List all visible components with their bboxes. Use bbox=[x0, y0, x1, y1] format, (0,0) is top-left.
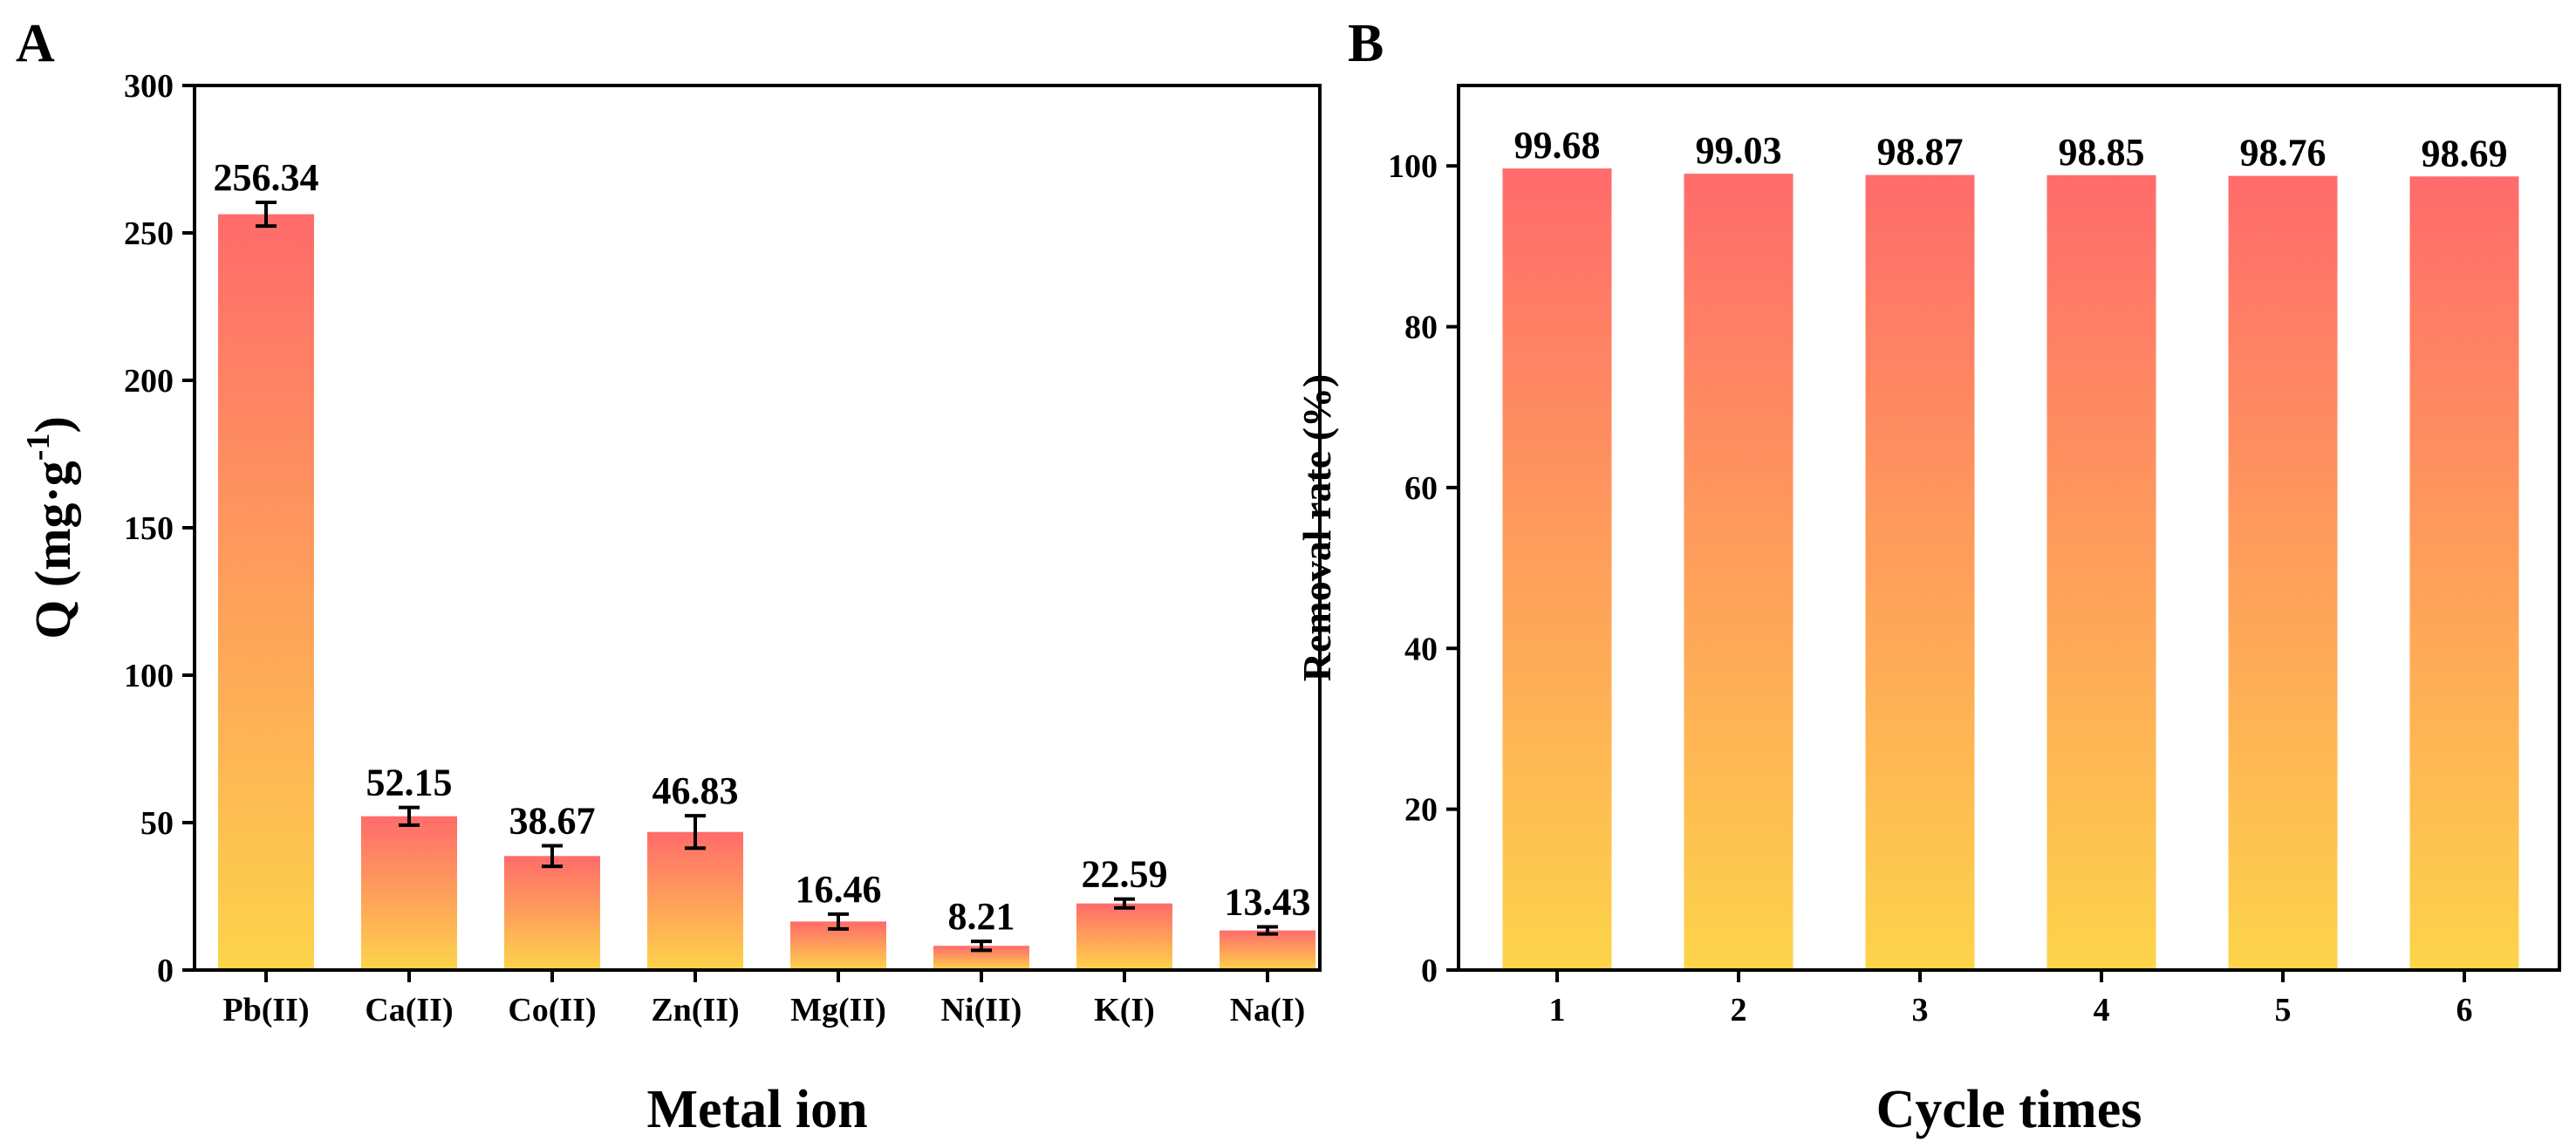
panel-a-bar bbox=[504, 856, 600, 970]
panel-a-data-label: 22.59 bbox=[1082, 853, 1168, 896]
panel-a-error-bar bbox=[256, 201, 277, 229]
panel-a-y-tick-label: 250 bbox=[124, 215, 174, 252]
panel-a-bar bbox=[1220, 930, 1315, 970]
panel-a-value-labels: 256.34 52.15 38.67 46.83 16.46 8.21 22.59 13.43 bbox=[214, 156, 1311, 938]
panel-a-error-bar bbox=[1257, 925, 1278, 936]
panel-a-y-tick-label: 150 bbox=[124, 510, 174, 547]
panel-b-chart: B 99.68 99.03 98.87 98.85 98.76 98.69 0204060… bbox=[1295, 14, 2561, 1139]
panel-b-bar bbox=[2046, 174, 2156, 971]
panel-a-error-bars bbox=[256, 201, 1278, 953]
panel-a-y-tick-label: 200 bbox=[124, 363, 174, 400]
panel-b-y-tick-label: 0 bbox=[1421, 953, 1438, 989]
panel-a-data-label: 52.15 bbox=[366, 762, 453, 804]
panel-b-value-labels: 99.68 99.03 98.87 98.85 98.76 98.69 bbox=[1514, 124, 2508, 174]
panel-b-y-tick-label: 100 bbox=[1388, 148, 1438, 185]
panel-a-y-tick-label: 100 bbox=[124, 658, 174, 694]
panel-a-y-axis-label-main: Q (mg·g bbox=[24, 461, 81, 639]
panel-a-x-axis-ticks: Pb(II) Ca(II) Co(II) Zn(II) Mg(II) Ni(II) K(I)… bbox=[222, 970, 1305, 1028]
panel-a-x-tick-label: Pb(II) bbox=[222, 992, 309, 1028]
panel-b-x-axis-label: Cycle times bbox=[1876, 1080, 2142, 1139]
panel-b-bar bbox=[2228, 175, 2338, 970]
panel-a-error-bar bbox=[971, 940, 992, 953]
panel-b-x-axis-ticks: 1 2 3 4 5 6 bbox=[1549, 970, 2473, 1028]
panel-a-bar bbox=[647, 831, 743, 970]
panel-b-y-tick-label: 60 bbox=[1404, 470, 1438, 507]
panel-a-x-axis-label: Metal ion bbox=[646, 1080, 867, 1139]
panel-b-plot-frame bbox=[1457, 84, 2561, 972]
panel-a-y-tick-label: 300 bbox=[124, 68, 174, 105]
panel-b-data-label: 98.76 bbox=[2240, 132, 2327, 174]
panel-a-y-tick-label: 50 bbox=[140, 805, 174, 842]
panel-b-x-tick-label: 4 bbox=[2094, 992, 2110, 1028]
panel-b-x-tick-label: 6 bbox=[2456, 992, 2473, 1028]
panel-a-error-bar bbox=[828, 912, 849, 931]
panel-a-error-bar bbox=[542, 844, 563, 869]
panel-a-data-label: 46.83 bbox=[653, 769, 739, 812]
panel-a-x-tick-label: Zn(II) bbox=[651, 992, 739, 1028]
panel-b-bar bbox=[2409, 176, 2519, 970]
panel-a-bar bbox=[218, 214, 314, 970]
panel-a-x-tick-label: K(I) bbox=[1094, 992, 1155, 1028]
panel-a-x-tick-label: Mg(II) bbox=[790, 992, 886, 1028]
panel-b-bar bbox=[1684, 174, 1794, 970]
panel-b-x-tick-label: 1 bbox=[1549, 992, 1566, 1028]
panel-a-data-label: 256.34 bbox=[214, 156, 319, 199]
panel-b-y-tick-label: 80 bbox=[1404, 310, 1438, 346]
panel-a-bar bbox=[361, 816, 457, 970]
panel-a-data-label: 38.67 bbox=[509, 799, 596, 842]
panel-a-y-axis-ticks: 0 50 100 150 200 250 300 bbox=[124, 68, 195, 989]
panel-a-data-label: 8.21 bbox=[948, 895, 1015, 938]
panel-b-data-label: 98.87 bbox=[1877, 131, 1964, 174]
panel-b-y-axis-label: Removal rate (%) bbox=[1295, 374, 1339, 682]
panel-b-y-tick-label: 40 bbox=[1404, 631, 1438, 667]
panel-a-chart: A 256.34 52.15 38.67 46.83 16.46 8.21 22.59 13.… bbox=[16, 14, 1322, 1139]
panel-b-data-label: 98.69 bbox=[2422, 132, 2508, 174]
panel-b-x-tick-label: 2 bbox=[1731, 992, 1747, 1028]
panel-a-bar bbox=[1076, 903, 1172, 970]
panel-a-y-tick-label: 0 bbox=[157, 953, 174, 989]
panel-b-bars bbox=[1502, 168, 2519, 971]
panel-b-y-tick-label: 20 bbox=[1404, 792, 1438, 829]
panel-b-data-label: 99.68 bbox=[1514, 124, 1601, 167]
panel-a-x-tick-label: Co(II) bbox=[508, 992, 596, 1028]
panel-b-x-tick-label: 5 bbox=[2275, 992, 2292, 1028]
panel-a-bars bbox=[218, 214, 1315, 970]
panel-b-bar bbox=[1502, 168, 1612, 970]
panel-a-y-axis-label-superscript: -1 bbox=[20, 434, 57, 461]
panel-a-error-bar bbox=[399, 805, 420, 827]
panel-a-data-label: 13.43 bbox=[1225, 881, 1311, 924]
panel-b-bar bbox=[1865, 174, 1975, 970]
panel-b-letter: B bbox=[1348, 14, 1384, 73]
panel-a-x-tick-label: Ca(II) bbox=[365, 992, 453, 1028]
panel-b-y-axis-ticks: 0 20 40 60 80 100 bbox=[1388, 148, 1459, 989]
panel-a-y-axis-label-close: ) bbox=[24, 416, 81, 433]
panel-a-error-bar bbox=[685, 814, 706, 851]
panel-a-data-label: 16.46 bbox=[796, 868, 882, 911]
panel-a-x-tick-label: Ni(II) bbox=[941, 992, 1022, 1028]
panel-a-x-tick-label: Na(I) bbox=[1230, 992, 1306, 1028]
panel-b-data-label: 98.85 bbox=[2059, 131, 2145, 174]
panel-a-y-axis-label: Q (mg·g-1) bbox=[20, 416, 81, 639]
panel-b-data-label: 99.03 bbox=[1696, 129, 1782, 172]
panel-a-error-bar bbox=[1114, 897, 1135, 910]
panel-a-letter: A bbox=[16, 14, 55, 73]
panel-b-x-tick-label: 3 bbox=[1912, 992, 1929, 1028]
